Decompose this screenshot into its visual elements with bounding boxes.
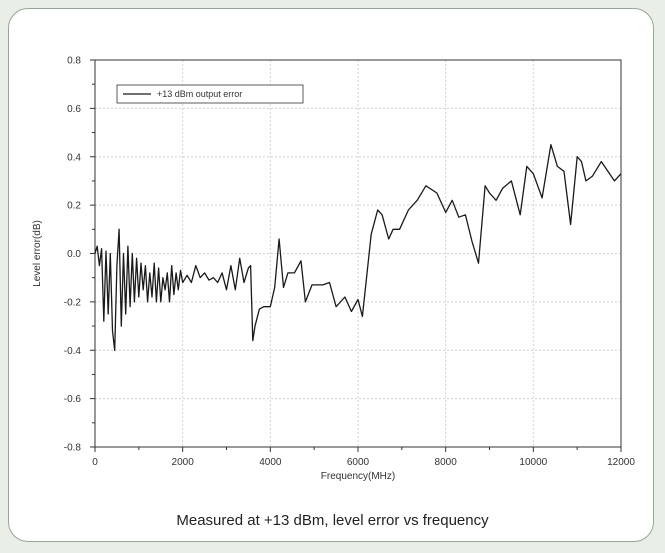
y-tick-label: -0.2	[64, 297, 82, 308]
y-tick-label: 0.2	[67, 201, 81, 212]
x-tick-label: 2000	[172, 457, 195, 468]
chart-card	[8, 8, 654, 542]
x-tick-label: 0	[92, 457, 98, 468]
y-tick-label: 0.8	[67, 56, 81, 67]
series-line	[94, 144, 622, 351]
y-axis-label: Level error(dB)	[32, 220, 43, 287]
legend-box	[116, 84, 304, 104]
y-tick-label: -0.4	[64, 346, 82, 357]
y-tick-label: 0.0	[67, 249, 81, 260]
x-axis-label: Frequency(MHz)	[321, 471, 395, 482]
legend-label: +13 dBm output error	[157, 89, 242, 99]
y-tick-label: 0.4	[67, 152, 81, 163]
x-tick-label: 12000	[607, 457, 635, 468]
x-tick-label: 8000	[435, 457, 458, 468]
x-tick-label: 10000	[519, 457, 547, 468]
chart-caption: Measured at +13 dBm, level error vs freq…	[176, 512, 489, 529]
y-tick-label: 0.6	[67, 104, 81, 115]
y-tick-label: -0.8	[64, 443, 82, 454]
x-tick-label: 4000	[259, 457, 282, 468]
y-tick-label: -0.6	[64, 394, 82, 405]
x-tick-label: 6000	[347, 457, 370, 468]
